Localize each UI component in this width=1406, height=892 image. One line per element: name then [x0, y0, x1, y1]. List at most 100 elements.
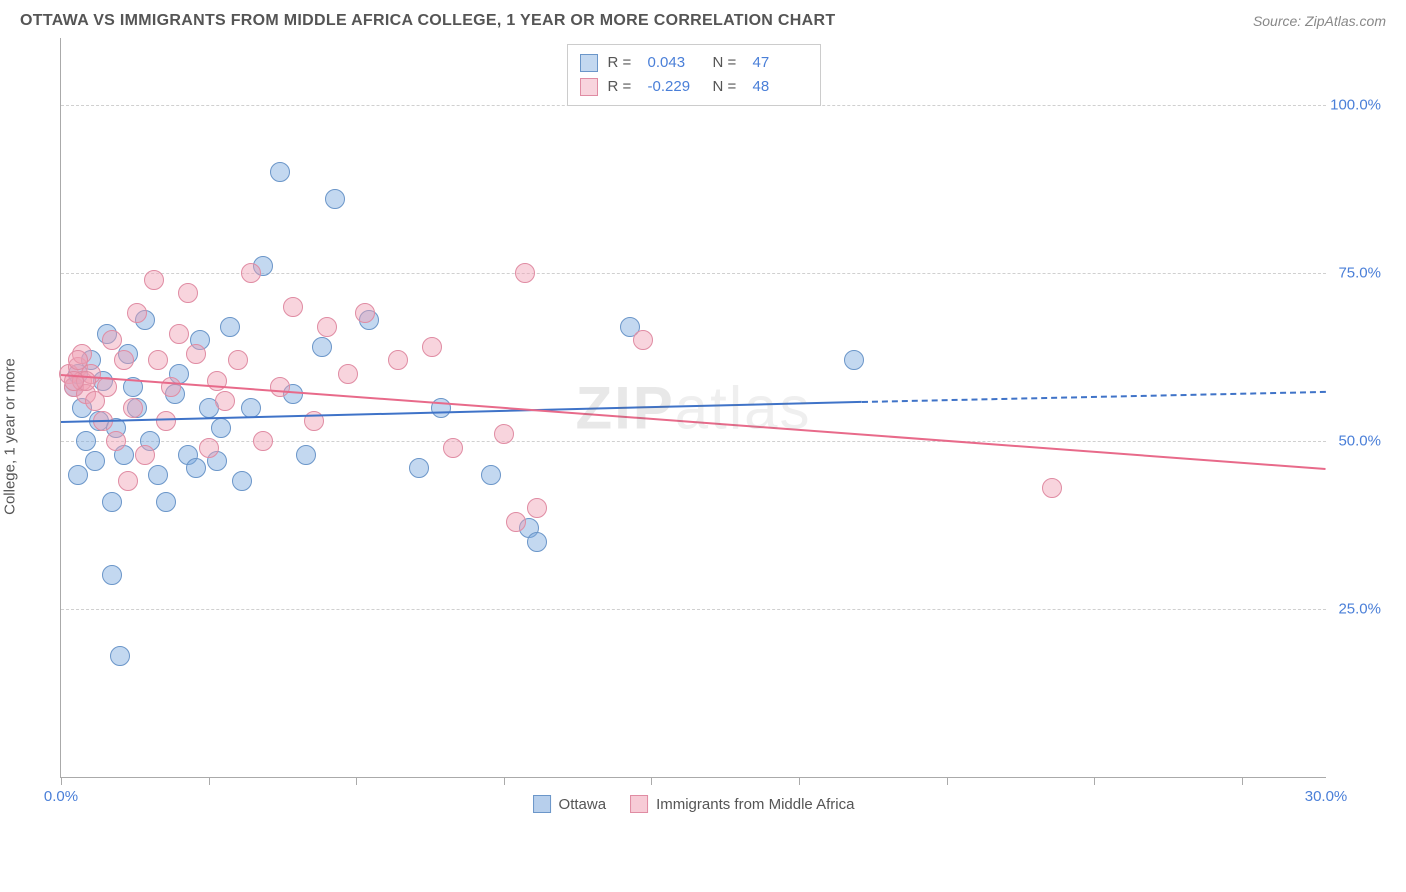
- data-point: [283, 297, 303, 317]
- data-point: [312, 337, 332, 357]
- y-tick-label: 25.0%: [1338, 601, 1381, 618]
- trend-line: [61, 374, 1326, 470]
- data-point: [186, 458, 206, 478]
- x-tick: [356, 777, 357, 785]
- data-point: [338, 364, 358, 384]
- data-point: [422, 337, 442, 357]
- data-point: [388, 350, 408, 370]
- legend-label: Immigrants from Middle Africa: [656, 796, 854, 813]
- x-tick: [61, 777, 62, 785]
- r-value: -0.229: [648, 75, 703, 99]
- data-point: [135, 445, 155, 465]
- data-point: [144, 270, 164, 290]
- gridline: [61, 609, 1326, 610]
- legend-stat-row: R = 0.043 N = 47: [580, 51, 808, 75]
- data-point: [102, 565, 122, 585]
- data-point: [68, 465, 88, 485]
- data-point: [114, 350, 134, 370]
- data-point: [85, 451, 105, 471]
- data-point: [241, 263, 261, 283]
- data-point: [409, 458, 429, 478]
- y-tick-label: 100.0%: [1330, 97, 1381, 114]
- x-tick-label: 30.0%: [1305, 788, 1348, 805]
- legend-swatch: [533, 795, 551, 813]
- x-tick: [947, 777, 948, 785]
- data-point: [270, 162, 290, 182]
- data-point: [211, 418, 231, 438]
- data-point: [118, 471, 138, 491]
- y-axis-label: College, 1 year or more: [2, 358, 19, 515]
- data-point: [633, 330, 653, 350]
- data-point: [232, 471, 252, 491]
- n-value: 47: [753, 51, 808, 75]
- legend-stat-row: R = -0.229 N = 48: [580, 75, 808, 99]
- chart-title: OTTAWA VS IMMIGRANTS FROM MIDDLE AFRICA …: [20, 12, 835, 30]
- data-point: [844, 350, 864, 370]
- data-point: [199, 438, 219, 458]
- legend-swatch: [580, 78, 598, 96]
- data-point: [76, 431, 96, 451]
- r-label: R =: [608, 51, 638, 75]
- legend-swatch: [580, 54, 598, 72]
- data-point: [215, 391, 235, 411]
- data-point: [228, 350, 248, 370]
- data-point: [161, 377, 181, 397]
- data-point: [296, 445, 316, 465]
- data-point: [270, 377, 290, 397]
- data-point: [241, 398, 261, 418]
- correlation-legend: R = 0.043 N = 47 R = -0.229 N = 48: [567, 44, 821, 106]
- data-point: [156, 411, 176, 431]
- chart-source: Source: ZipAtlas.com: [1253, 13, 1386, 29]
- y-tick-label: 50.0%: [1338, 433, 1381, 450]
- plot-region: ZIPatlas R =0.043N =47R =-0.229N =48 Ott…: [60, 38, 1326, 778]
- data-point: [97, 377, 117, 397]
- data-point: [355, 303, 375, 323]
- x-tick-label: 0.0%: [44, 788, 78, 805]
- data-point: [494, 424, 514, 444]
- data-point: [506, 512, 526, 532]
- legend-swatch: [630, 795, 648, 813]
- data-point: [102, 330, 122, 350]
- x-tick: [1094, 777, 1095, 785]
- data-point: [481, 465, 501, 485]
- data-point: [431, 398, 451, 418]
- data-point: [527, 532, 547, 552]
- r-label: R =: [608, 75, 638, 99]
- x-tick: [504, 777, 505, 785]
- data-point: [317, 317, 337, 337]
- y-tick-label: 75.0%: [1338, 265, 1381, 282]
- data-point: [186, 344, 206, 364]
- n-value: 48: [753, 75, 808, 99]
- chart-area: College, 1 year or more ZIPatlas R =0.04…: [50, 38, 1386, 818]
- data-point: [127, 303, 147, 323]
- data-point: [178, 283, 198, 303]
- chart-header: OTTAWA VS IMMIGRANTS FROM MIDDLE AFRICA …: [0, 0, 1406, 38]
- data-point: [515, 263, 535, 283]
- legend-item: Ottawa: [533, 795, 607, 813]
- legend-label: Ottawa: [559, 796, 607, 813]
- data-point: [102, 492, 122, 512]
- series-legend: Ottawa Immigrants from Middle Africa: [533, 795, 855, 813]
- data-point: [148, 465, 168, 485]
- n-label: N =: [713, 75, 743, 99]
- data-point: [156, 492, 176, 512]
- x-tick: [209, 777, 210, 785]
- data-point: [253, 431, 273, 451]
- data-point: [169, 324, 189, 344]
- data-point: [110, 646, 130, 666]
- data-point: [443, 438, 463, 458]
- r-value: 0.043: [648, 51, 703, 75]
- data-point: [220, 317, 240, 337]
- n-label: N =: [713, 51, 743, 75]
- data-point: [527, 498, 547, 518]
- trend-line: [862, 391, 1326, 403]
- data-point: [325, 189, 345, 209]
- data-point: [1042, 478, 1062, 498]
- data-point: [68, 350, 88, 370]
- x-tick: [651, 777, 652, 785]
- x-tick: [1242, 777, 1243, 785]
- data-point: [106, 431, 126, 451]
- data-point: [123, 398, 143, 418]
- x-tick: [799, 777, 800, 785]
- gridline: [61, 441, 1326, 442]
